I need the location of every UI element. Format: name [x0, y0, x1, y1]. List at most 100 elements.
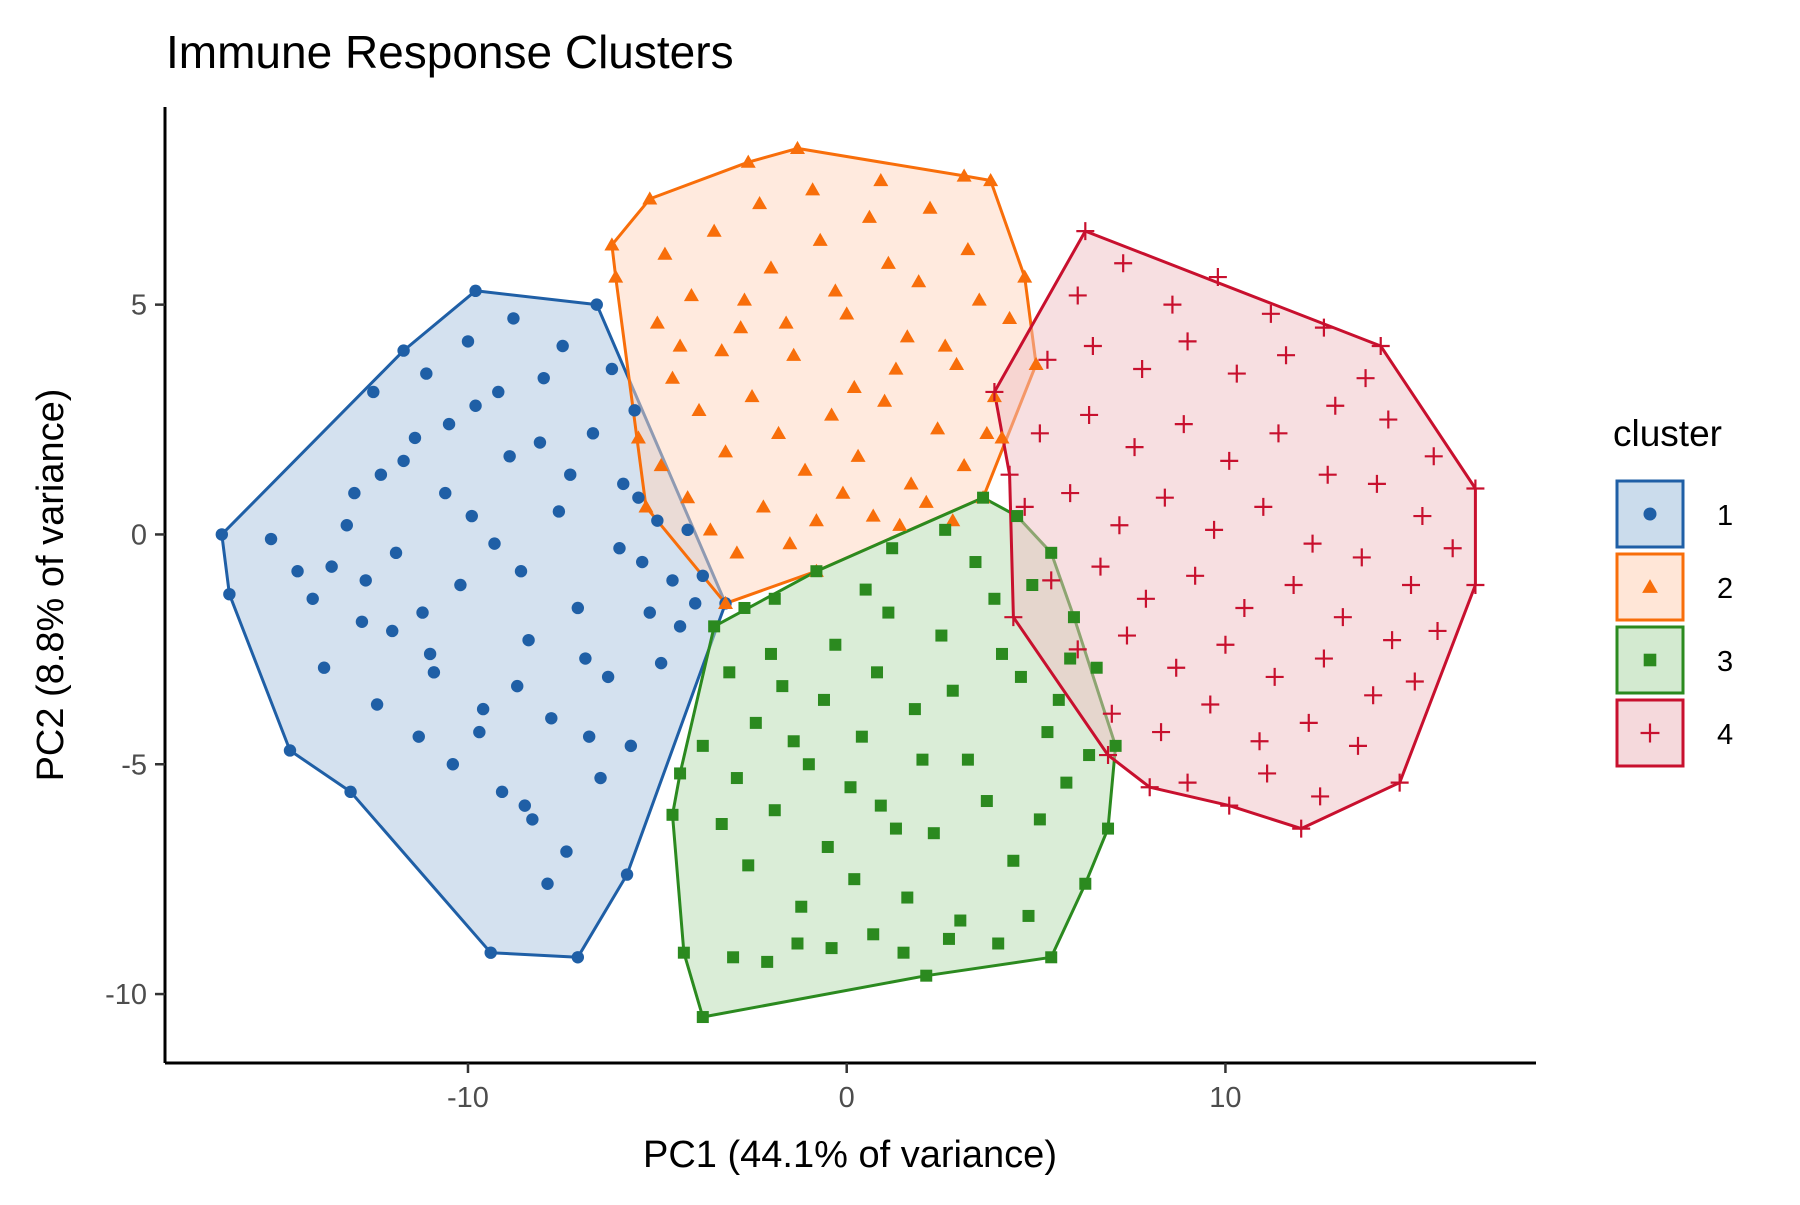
cluster-2-point [714, 343, 730, 357]
cluster-3-point [787, 735, 800, 748]
cluster-2-point [1002, 310, 1018, 325]
legend-key-2 [1615, 552, 1685, 622]
cluster-2-point [903, 476, 919, 490]
point-layer [215, 140, 1485, 1024]
legend-label-1: 1 [1717, 500, 1733, 532]
cluster-3-point [874, 799, 887, 812]
cluster-4-point [1250, 732, 1269, 751]
cluster-3-point [916, 753, 929, 766]
cluster-4-point [1284, 576, 1303, 594]
cluster-3-point [992, 937, 1005, 950]
cluster-4-point [1227, 364, 1246, 383]
cluster-4-point [1265, 667, 1284, 686]
cluster-4-point [1277, 346, 1296, 365]
cluster-4-point [1174, 415, 1193, 434]
cluster-4-point [1163, 295, 1182, 314]
cluster-1-point [386, 624, 399, 638]
cluster-2-point [839, 306, 855, 320]
cluster-2-point [755, 499, 771, 513]
cluster-3-point [738, 601, 751, 614]
cluster-4-point [1205, 520, 1224, 539]
cluster-1-point [666, 574, 679, 587]
cluster-4-point [1402, 576, 1421, 594]
cluster-4-point [1424, 447, 1443, 466]
cluster-2-point [752, 196, 768, 210]
cluster-1-point [620, 868, 634, 881]
cluster-4-point [1379, 410, 1398, 429]
cluster-3-point [901, 891, 914, 904]
cluster-3-point [764, 647, 777, 660]
cluster-3-point [825, 942, 838, 955]
cluster-1-point [617, 477, 630, 491]
cluster-2-point [642, 191, 658, 205]
cluster-4-point [1311, 787, 1330, 806]
cluster-4-point [1099, 746, 1118, 765]
cluster-1-point [605, 362, 619, 376]
cluster-1-point [283, 744, 297, 757]
cluster-4-point [1405, 672, 1424, 691]
cluster-1-point [325, 560, 338, 573]
cluster-1-point [367, 385, 380, 399]
cluster-1-point [291, 565, 304, 578]
cluster-3-point [1026, 579, 1039, 591]
cluster-4-point [1004, 608, 1023, 627]
cluster-4-point [1015, 497, 1034, 516]
cluster-3-point [791, 937, 804, 950]
cluster-4-point [1371, 337, 1390, 355]
cluster-1-point [476, 702, 490, 716]
cluster-4-point [1333, 608, 1352, 627]
cluster-1-point [215, 528, 229, 541]
cluster-4-point [1314, 318, 1333, 337]
cluster-4-point [1178, 332, 1197, 351]
cluster-1-point [317, 661, 331, 674]
cluster-3-point [1014, 670, 1027, 683]
cluster-4-point [1356, 369, 1375, 388]
cluster-2-point [979, 425, 995, 439]
legend-label-3: 3 [1717, 646, 1733, 678]
cluster-1-point [397, 344, 410, 357]
cluster-3-point [761, 955, 774, 968]
cluster-4-point [1428, 621, 1447, 640]
cluster-4-point [985, 382, 1004, 401]
axes [163, 107, 1536, 1065]
cluster-2-point [960, 241, 976, 256]
cluster-2-point [782, 536, 798, 550]
cluster-3-point [848, 873, 861, 886]
cluster-2-point [805, 182, 821, 196]
cluster-2-point [672, 338, 688, 352]
cluster-4-point [1326, 396, 1345, 415]
cluster-3-point [1022, 909, 1035, 922]
cluster-4-point [1068, 286, 1087, 305]
cluster-4-point [1091, 557, 1110, 576]
cluster-1-point [420, 367, 433, 380]
cluster-1-point [223, 587, 236, 601]
cluster-2-point [956, 168, 972, 182]
cluster-2-point [789, 140, 805, 154]
cluster-1-point [590, 298, 603, 311]
cluster-2-point [729, 545, 745, 559]
cluster-2-point [649, 315, 665, 329]
cluster-2-point [861, 209, 877, 223]
cluster-4-point [1030, 424, 1049, 443]
cluster-1-point [461, 335, 475, 348]
cluster-2-point [827, 283, 843, 297]
y-axis-title: PC2 (8.8% of variance) [30, 389, 72, 782]
cluster-3-point [723, 666, 736, 679]
hull-layer [220, 146, 1477, 1019]
cluster-1-point [389, 546, 403, 560]
cluster-3-point [1064, 652, 1077, 665]
cluster-3-point [817, 693, 830, 706]
cluster-3-point [1011, 510, 1024, 523]
cluster-1-point [601, 670, 615, 684]
cluster-1-point [635, 555, 649, 569]
cluster-2-point [956, 458, 972, 472]
cluster-1-point [571, 951, 585, 964]
cluster-2-point [797, 462, 813, 476]
cluster-1-point [586, 427, 600, 440]
cluster-4-point [1413, 507, 1432, 526]
cluster-3-point [696, 1011, 709, 1024]
cluster-3-point [1033, 813, 1046, 826]
cluster-2-point [740, 154, 756, 168]
cluster-4-point [1443, 539, 1462, 558]
cluster-4-point [1261, 304, 1280, 323]
